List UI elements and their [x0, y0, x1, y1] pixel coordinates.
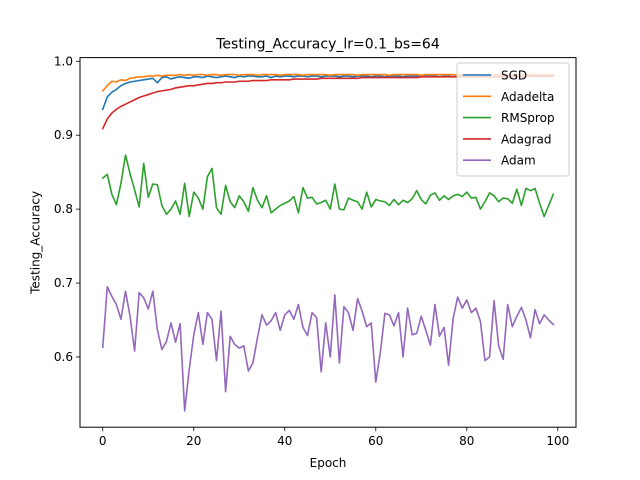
- y-tick-label: 0.6: [54, 350, 73, 364]
- x-tick-label: 60: [368, 434, 383, 448]
- x-axis-title: Epoch: [310, 456, 347, 470]
- x-tick-label: 80: [459, 434, 474, 448]
- legend-label-sgd: SGD: [501, 69, 527, 83]
- y-tick-label: 1.0: [54, 54, 73, 68]
- x-tick-label: 20: [186, 434, 201, 448]
- x-tick-label: 40: [277, 434, 292, 448]
- legend-label-adam: Adam: [501, 154, 536, 168]
- x-axis-ticks: 0 20 40 60 80 100: [99, 427, 569, 448]
- legend-label-adadelta: Adadelta: [501, 90, 554, 104]
- legend-label-adagrad: Adagrad: [501, 132, 552, 146]
- legend: SGD Adadelta RMSprop Adagrad Adam: [456, 62, 570, 177]
- chart-title: Testing_Accuracy_lr=0.1_bs=64: [215, 37, 440, 53]
- y-axis-title: Testing_Accuracy: [29, 191, 43, 295]
- legend-label-rmsprop: RMSprop: [501, 111, 555, 125]
- y-axis-ticks: 0.6 0.7 0.8 0.9 1.0: [54, 54, 80, 364]
- series-line-adam: [101, 285, 555, 412]
- x-tick-label: 100: [546, 434, 569, 448]
- y-tick-label: 0.9: [54, 128, 73, 142]
- series-line-rmsprop: [101, 154, 555, 218]
- plot-frame: [79, 57, 577, 428]
- y-tick-label: 0.8: [54, 202, 73, 216]
- y-tick-label: 0.7: [54, 276, 73, 290]
- legend-box: [456, 62, 570, 177]
- x-tick-label: 0: [99, 434, 107, 448]
